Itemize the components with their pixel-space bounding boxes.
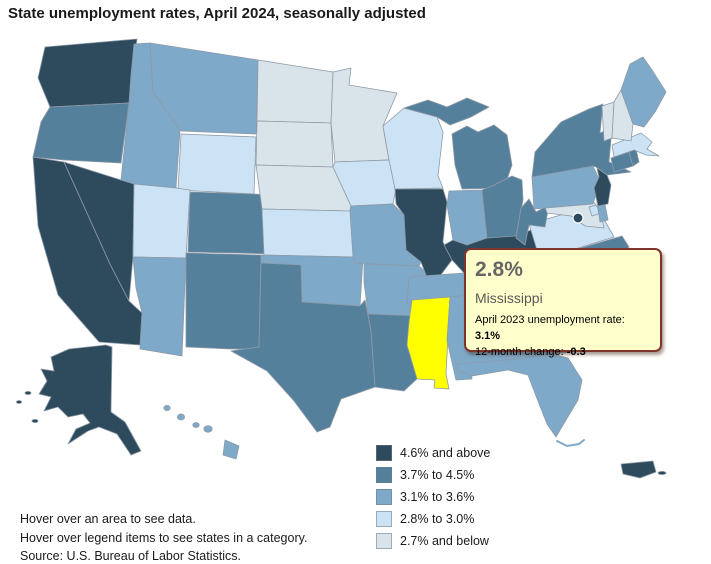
state-in[interactable] xyxy=(446,189,488,246)
tooltip-change-value: -0.3 xyxy=(566,346,586,358)
legend-label: 2.7% and below xyxy=(400,534,489,548)
state-hi-big-island[interactable] xyxy=(222,439,240,460)
district-dc-dot[interactable] xyxy=(572,212,584,224)
legend-item-2-7-and-below[interactable]: 2.7% and below xyxy=(376,533,490,549)
state-wy[interactable] xyxy=(177,133,257,195)
legend-item-3-1-to-3-6[interactable]: 3.1% to 3.6% xyxy=(376,489,490,505)
footer-hint-hover-area: Hover over an area to see data. xyxy=(20,512,196,526)
tooltip-change-label: 12-month change: xyxy=(475,346,567,358)
territory-pr[interactable] xyxy=(620,460,657,479)
footer-hint-hover-legend: Hover over legend items to see states in… xyxy=(20,530,308,545)
state-tx[interactable] xyxy=(230,262,376,433)
state-nj[interactable] xyxy=(593,167,612,207)
state-me[interactable] xyxy=(620,56,667,128)
legend-swatch-icon xyxy=(376,533,392,549)
state-nh[interactable] xyxy=(611,89,634,142)
state-nm[interactable] xyxy=(185,252,262,350)
legend-swatch-icon xyxy=(376,511,392,527)
legend-swatch-icon xyxy=(376,445,392,461)
tooltip-prior-rate-label: April 2023 unemployment rate: xyxy=(475,314,625,326)
tooltip-state-name: Mississippi xyxy=(475,290,543,306)
legend-item-3-7-to-4-5[interactable]: 3.7% to 4.5% xyxy=(376,467,490,483)
state-ak-island[interactable] xyxy=(24,390,32,395)
state-hi-molokai[interactable] xyxy=(192,422,200,428)
state-mo[interactable] xyxy=(349,203,422,267)
map-tooltip: 2.8% Mississippi April 2023 unemployment… xyxy=(464,248,662,358)
florida-keys[interactable] xyxy=(556,439,585,448)
state-or[interactable] xyxy=(32,102,130,164)
page-title: State unemployment rates, April 2024, se… xyxy=(8,5,426,22)
state-sd[interactable] xyxy=(255,120,334,168)
legend-swatch-icon xyxy=(376,489,392,505)
tooltip-rate-value: 2.8% xyxy=(475,258,523,281)
territory-pr-island[interactable] xyxy=(657,470,667,475)
state-ut[interactable] xyxy=(132,183,191,259)
state-fl[interactable] xyxy=(456,353,583,438)
tooltip-prior-rate-value: 3.1% xyxy=(475,330,501,342)
legend-item-4-6-and-above[interactable]: 4.6% and above xyxy=(376,445,490,461)
footer-source: Source: U.S. Bureau of Labor Statistics. xyxy=(20,549,241,564)
state-mt[interactable] xyxy=(149,42,259,135)
legend-label: 2.8% to 3.0% xyxy=(400,512,475,526)
state-hi-oahu[interactable] xyxy=(176,413,185,421)
tooltip-prior-rate-line: April 2023 unemployment rate: 3.1% xyxy=(475,312,651,344)
state-mi-upper[interactable] xyxy=(403,97,490,126)
legend-label: 3.7% to 4.5% xyxy=(400,468,475,482)
legend-item-2-8-to-3-0[interactable]: 2.8% to 3.0% xyxy=(376,511,490,527)
state-ak-island[interactable] xyxy=(15,400,22,404)
state-ak[interactable] xyxy=(38,344,142,456)
state-mi-lower[interactable] xyxy=(451,124,513,190)
tooltip-change-line: 12-month change: -0.3 xyxy=(475,344,651,360)
map-legend: 4.6% and above 3.7% to 4.5% 3.1% to 3.6%… xyxy=(376,445,490,555)
state-ma[interactable] xyxy=(611,132,660,158)
state-hi-maui[interactable] xyxy=(203,425,213,433)
state-ks[interactable] xyxy=(261,208,356,258)
footer-notes: Hover over an area to see data. Hover ov… xyxy=(20,510,307,564)
legend-label: 4.6% and above xyxy=(400,446,491,460)
state-nd[interactable] xyxy=(256,59,334,124)
state-ak-island[interactable] xyxy=(31,418,39,423)
legend-swatch-icon xyxy=(376,467,392,483)
legend-label: 3.1% to 3.6% xyxy=(400,490,475,504)
state-az[interactable] xyxy=(132,256,187,357)
state-hi-kauai[interactable] xyxy=(163,404,171,411)
state-wa[interactable] xyxy=(37,38,138,108)
